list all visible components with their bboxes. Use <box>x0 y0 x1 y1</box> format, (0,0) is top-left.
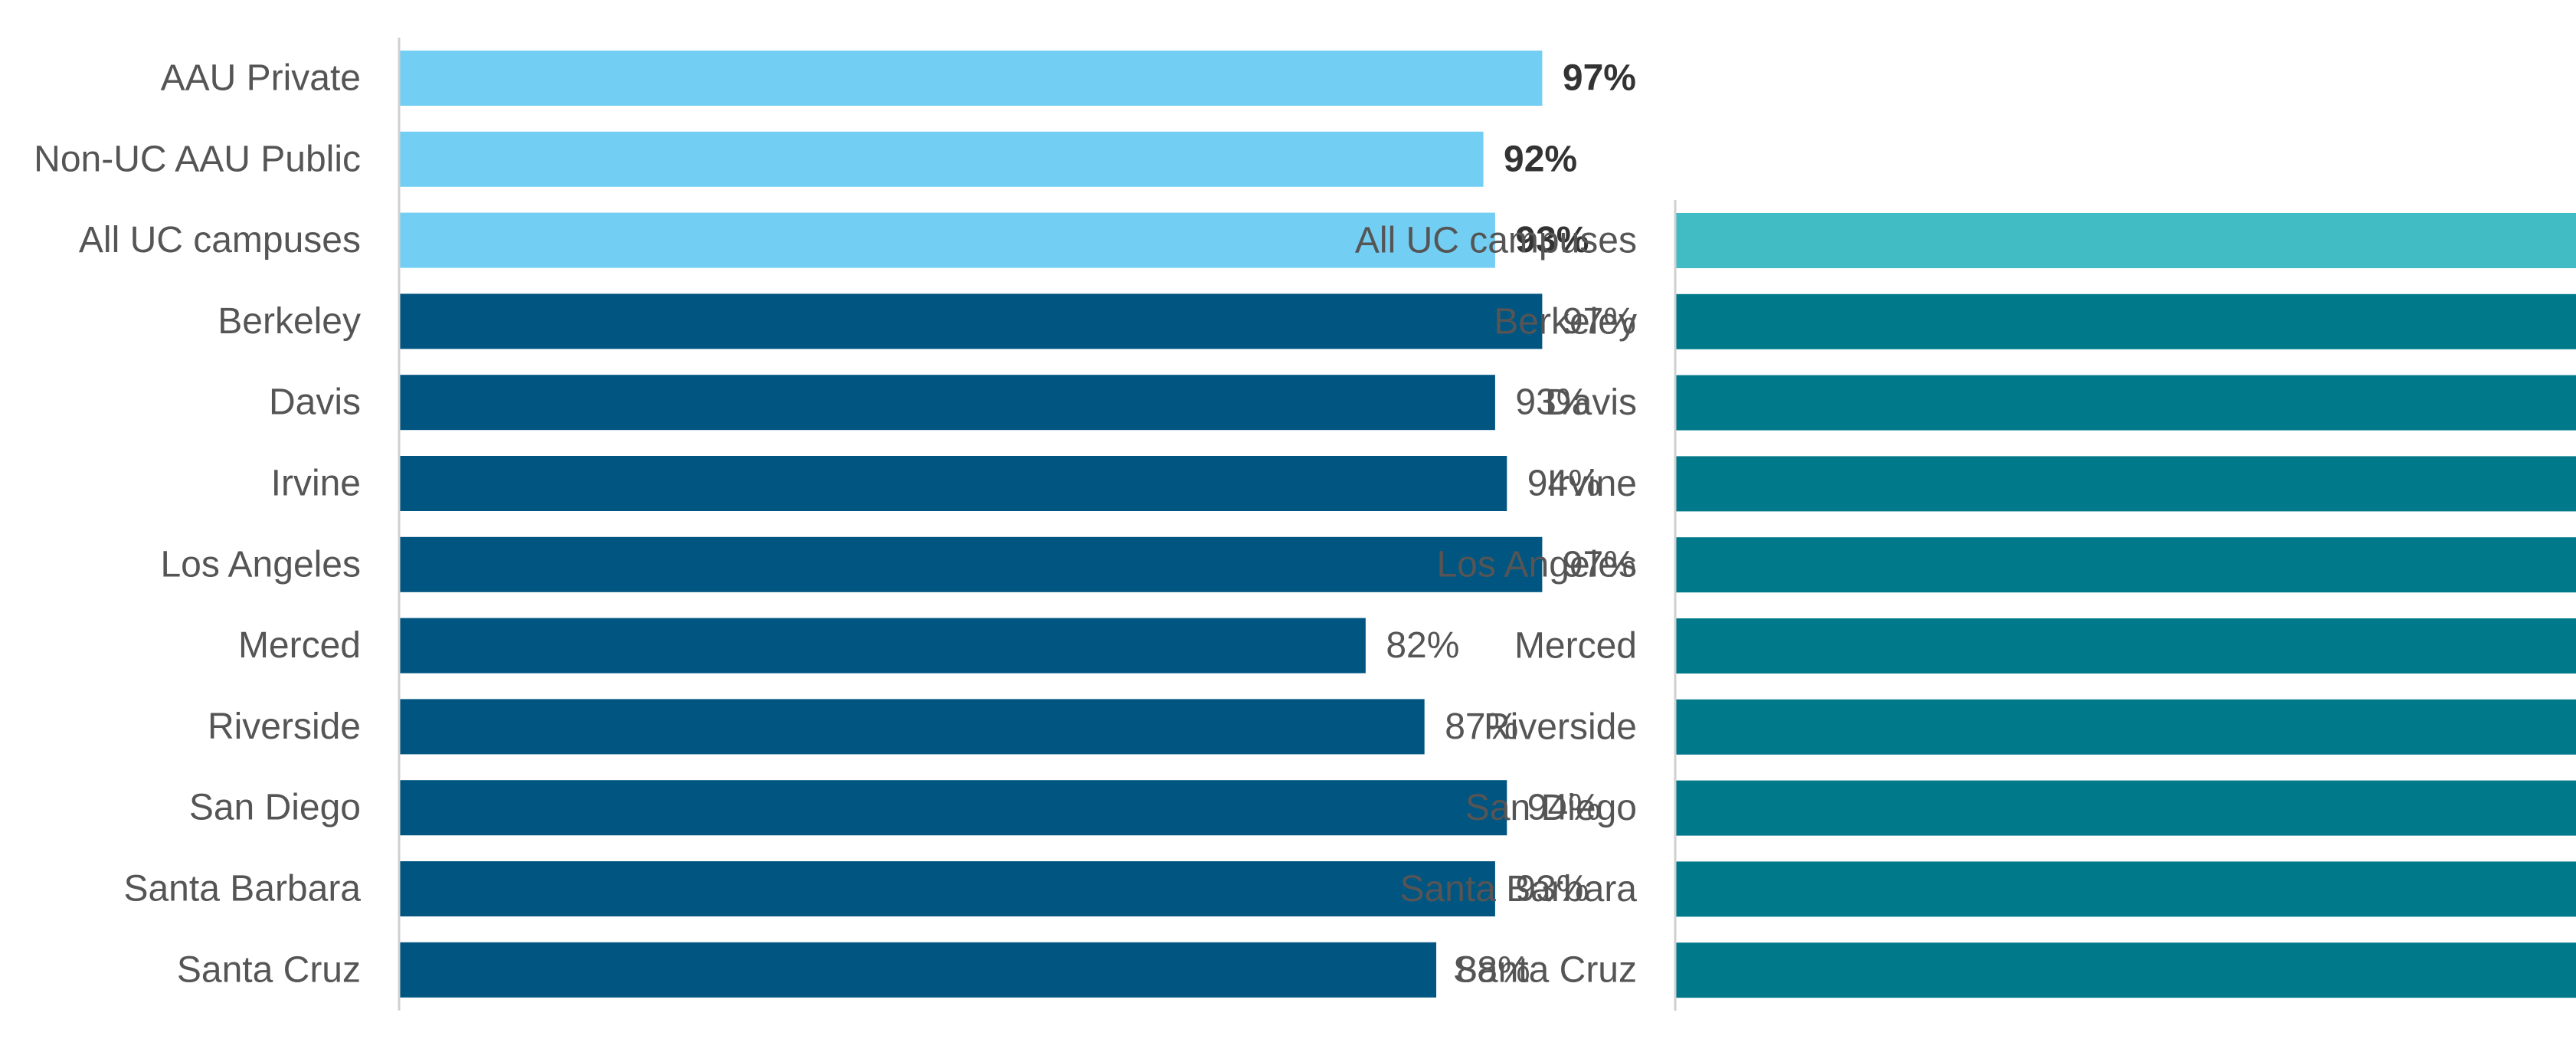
left-category-label: Santa Cruz <box>177 949 361 990</box>
left-category-label: Berkeley <box>218 301 361 342</box>
left-value-label: 87% <box>1445 706 1518 747</box>
left-value-label: 94% <box>1527 464 1601 504</box>
right-bar-irvine <box>1676 456 2576 512</box>
right-bar-los-angeles <box>1676 537 2576 593</box>
right-category-label: Santa Barbara <box>1399 869 1637 910</box>
left-bar-aau-private <box>400 51 1543 106</box>
left-value-label: 92% <box>1504 139 1577 179</box>
left-bar-riverside <box>400 699 1425 755</box>
left-value-label: 97% <box>1563 58 1636 99</box>
left-category-label: Davis <box>269 382 361 423</box>
left-value-label: 93% <box>1515 869 1589 910</box>
left-category-label: Riverside <box>208 706 361 747</box>
left-category-label: All UC campuses <box>79 220 361 261</box>
left-bar-chart: AAU Private 97% Non-UC AAU Public 92% All UC… <box>34 38 1636 1011</box>
left-category-label: Irvine <box>271 464 361 504</box>
left-category-label: San Diego <box>189 788 361 828</box>
left-value-label: 93% <box>1515 220 1589 261</box>
left-bar-berkeley <box>400 293 1543 349</box>
right-bar-san-diego <box>1676 780 2576 836</box>
right-bar-chart: All UC campuses94%Berkeley95%Davis95%Irv… <box>1355 200 2576 1011</box>
left-bar-all-uc-campuses <box>400 212 1495 268</box>
right-bar-santa-cruz <box>1676 942 2576 998</box>
right-bar-berkeley <box>1676 293 2576 349</box>
left-bar-non-uc-aau-public <box>400 131 1484 187</box>
right-bar-riverside <box>1676 699 2576 755</box>
right-category-label: Riverside <box>1484 706 1637 747</box>
right-category-label: Los Angeles <box>1436 545 1637 585</box>
left-value-label: 97% <box>1563 301 1636 342</box>
left-category-label: Los Angeles <box>160 544 361 585</box>
left-bar-irvine <box>400 456 1507 511</box>
left-bar-santa-barbara <box>400 861 1495 916</box>
right-bar-santa-barbara <box>1676 861 2576 917</box>
right-category-label: Irvine <box>1547 464 1637 504</box>
left-category-label: Santa Barbara <box>123 869 361 910</box>
right-bar-davis <box>1676 375 2576 431</box>
right-category-label: Santa Cruz <box>1453 950 1637 991</box>
left-bar-los-angeles <box>400 536 1543 592</box>
left-value-label: 97% <box>1563 544 1636 585</box>
left-value-label: 88% <box>1457 949 1530 990</box>
left-category-label: AAU Private <box>161 58 361 99</box>
left-bar-merced <box>400 618 1366 674</box>
right-category-label: San Diego <box>1465 788 1637 828</box>
left-bar-santa-cruz <box>400 942 1437 998</box>
left-value-label: 94% <box>1527 788 1601 828</box>
left-bar-san-diego <box>400 780 1507 836</box>
left-category-label: Merced <box>238 625 361 666</box>
right-category-label: Davis <box>1545 382 1637 423</box>
left-category-label: Non-UC AAU Public <box>34 139 361 179</box>
right-category-label: Merced <box>1514 626 1637 667</box>
left-value-label: 82% <box>1386 625 1459 666</box>
left-bar-davis <box>400 375 1495 431</box>
right-category-label: All UC campuses <box>1355 221 1637 261</box>
right-bar-all-uc-campuses <box>1676 213 2576 268</box>
right-bar-merced <box>1676 618 2576 674</box>
left-value-label: 93% <box>1515 382 1589 423</box>
right-category-label: Berkeley <box>1494 301 1637 342</box>
